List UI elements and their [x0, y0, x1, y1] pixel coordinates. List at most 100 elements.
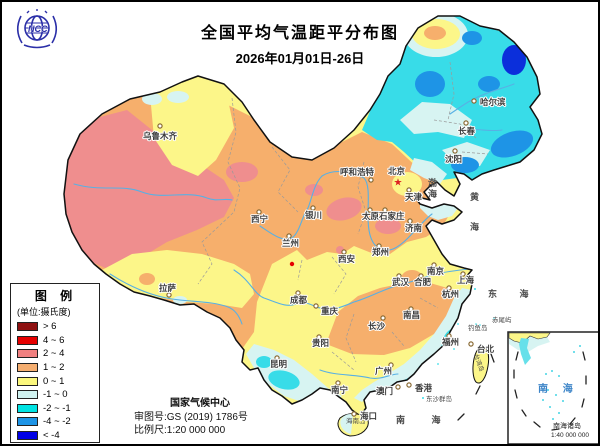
city-marker — [286, 233, 292, 239]
city-marker — [396, 273, 402, 279]
city-label: 兰州 — [282, 238, 299, 248]
city-marker — [406, 382, 412, 388]
city-marker — [460, 271, 466, 277]
city-label: 海口 — [360, 411, 377, 421]
city-label: 合肥 — [413, 277, 432, 287]
city-marker — [395, 384, 401, 390]
city-label: 郑州 — [372, 247, 389, 257]
nine-dash-line — [513, 351, 587, 431]
city-marker — [274, 355, 280, 361]
city-marker — [316, 334, 322, 340]
city-label: 成都 — [290, 295, 308, 305]
legend-label: > 6 — [43, 321, 57, 333]
city-marker — [166, 292, 172, 298]
legend-item: 0 ~ 1 — [17, 374, 95, 388]
legend-label: 4 ~ 6 — [43, 334, 65, 346]
city-label: 贵阳 — [312, 338, 329, 348]
legend-swatch — [17, 390, 38, 400]
city-marker — [368, 177, 374, 183]
city-marker — [256, 209, 262, 215]
city-label: 南宁 — [331, 385, 349, 395]
legend-label: 0 ~ 1 — [43, 375, 65, 387]
legend-label: 2 ~ 4 — [43, 348, 65, 360]
city-marker — [335, 380, 341, 386]
sea-label: 东 海 — [488, 288, 539, 299]
city-marker — [380, 315, 386, 321]
sea-label: 黄 — [470, 191, 479, 202]
logo-text: NCC — [28, 24, 48, 34]
city-marker — [408, 306, 414, 312]
org-name: 国家气候中心 — [170, 398, 230, 409]
city-label: 北京 — [388, 166, 406, 176]
city-label: 台北 — [477, 344, 495, 354]
city-marker — [351, 411, 357, 417]
city-label: 长春 — [458, 126, 476, 136]
city-marker — [388, 362, 394, 368]
legend-unit: (单位:摄氏度) — [17, 307, 71, 317]
city-marker — [418, 273, 424, 279]
city-label: 昆明 — [270, 359, 288, 369]
city-label: 重庆 — [321, 306, 339, 316]
coastal-islands — [422, 288, 495, 399]
legend-swatch — [17, 335, 38, 345]
city-label: 杭州 — [442, 289, 459, 299]
page-title: 全国平均气温距平分布图 — [200, 25, 399, 42]
city-marker — [446, 333, 452, 339]
map-scale: 比例尺:1:20 000 000 — [134, 425, 226, 436]
legend-item: > 6 — [17, 320, 95, 334]
capital-star-marker: ★ — [394, 178, 403, 189]
legend-label: 1 ~ 2 — [43, 362, 65, 374]
inset-island-dots — [542, 345, 581, 420]
maritime-dashes — [457, 353, 495, 421]
city-label: 济南 — [405, 223, 423, 233]
legend-swatch — [17, 376, 38, 386]
hainan-west-shade — [340, 414, 353, 434]
island-label: 海南岛 — [346, 416, 366, 425]
legend-swatch — [17, 403, 38, 413]
legend-swatch — [17, 322, 38, 332]
city-label: 天津 — [405, 192, 423, 202]
legend-item: 1 ~ 2 — [17, 361, 95, 375]
map-credits: 国家气候中心 审图号:GS (2019) 1786号 比例尺:1:20 000 … — [134, 397, 266, 438]
inset-sea-label: 南 海 — [538, 382, 579, 395]
city-label: 乌鲁木齐 — [143, 131, 178, 141]
city-label: 南京 — [427, 266, 445, 276]
sea-label: 南 海 — [396, 414, 453, 425]
south-china-sea-inset: 南 海 南海诸岛 1:40 000 000 — [507, 331, 598, 444]
sea-label: 海 — [470, 221, 479, 232]
island-label: 赤尾屿 — [492, 315, 512, 324]
city-label: 广州 — [375, 366, 392, 376]
city-marker — [310, 205, 316, 211]
city-marker — [376, 243, 382, 249]
sea-label: 海 — [428, 188, 437, 199]
island-label: 东沙群岛 — [426, 394, 452, 403]
legend-label: < -4 — [43, 430, 60, 442]
legend-swatch — [17, 417, 38, 427]
legend-label: -4 ~ -2 — [43, 416, 71, 428]
city-marker — [468, 341, 474, 347]
legend-title: 图 例 — [34, 289, 78, 303]
inset-scale-label: 1:40 000 000 — [551, 432, 589, 439]
inset-islands-label: 南海诸岛 — [553, 421, 581, 430]
sea-label: 渤 — [428, 177, 437, 188]
city-marker — [341, 249, 347, 255]
china-outline — [63, 15, 543, 417]
city-label: 香港 — [414, 383, 433, 393]
legend-item: < -4 — [17, 429, 95, 443]
city-label: 西安 — [338, 254, 356, 264]
legend-item: 4 ~ 6 — [17, 334, 95, 348]
city-label: 上海 — [457, 275, 475, 285]
legend-item: -2 ~ -1 — [17, 402, 95, 416]
date-range: 2026年01月01日-26日 — [235, 51, 365, 66]
city-label: 沈阳 — [445, 154, 462, 164]
legend-item: 2 ~ 4 — [17, 347, 95, 361]
legend-label: -1 ~ 0 — [43, 389, 68, 401]
city-label: 武汉 — [392, 277, 410, 287]
city-marker — [313, 303, 319, 309]
city-marker — [295, 290, 301, 296]
